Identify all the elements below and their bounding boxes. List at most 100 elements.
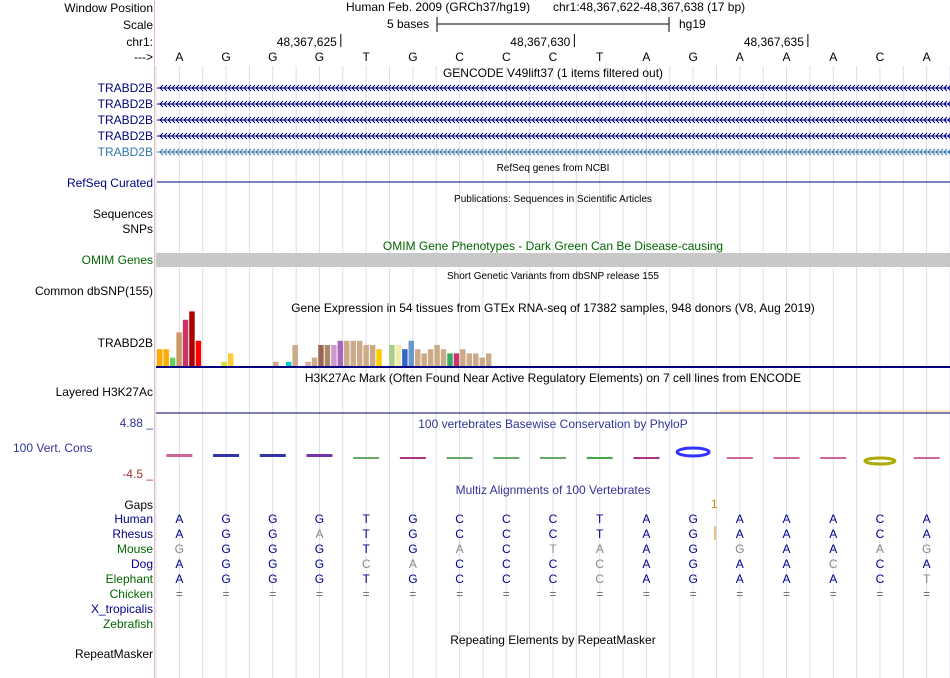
species-label[interactable]: Rhesus — [112, 527, 153, 541]
gtex-bar[interactable] — [389, 345, 395, 366]
gtex-bar[interactable] — [402, 349, 408, 366]
alignment-base: C — [501, 527, 511, 541]
cons-logo-mark — [773, 457, 800, 459]
gtex-bar[interactable] — [427, 349, 434, 366]
alignment-base: G — [221, 557, 231, 571]
gencode-transcript-label[interactable]: TRABD2B — [97, 81, 153, 95]
species-label[interactable]: X_tropicalis — [90, 602, 153, 616]
omim-band[interactable] — [156, 253, 950, 267]
cons-title[interactable]: 100 vertebrates Basewise Conservation by… — [418, 417, 688, 431]
alignment-base: T — [362, 527, 370, 541]
alignment-base: C — [548, 572, 558, 586]
gencode-transcript[interactable] — [157, 84, 950, 92]
alignment-base: G — [268, 512, 278, 526]
base-letter: C — [501, 50, 511, 64]
gtex-bar[interactable] — [227, 353, 234, 366]
gtex-bar[interactable] — [189, 311, 195, 366]
gtex-bar[interactable] — [221, 361, 227, 366]
gtex-bar[interactable] — [195, 340, 202, 366]
gtex-bar[interactable] — [460, 349, 466, 366]
gtex-bar[interactable] — [434, 345, 440, 366]
refseq-label[interactable]: RefSeq Curated — [66, 176, 153, 190]
sequences-label[interactable]: Sequences — [92, 207, 153, 221]
gencode-transcript-label[interactable]: TRABD2B — [97, 145, 153, 159]
alignment-base: C — [548, 557, 558, 571]
repeatmasker-label[interactable]: RepeatMasker — [74, 647, 153, 661]
species-label[interactable]: Elephant — [105, 572, 153, 586]
gtex-bar[interactable] — [286, 361, 292, 366]
gtex-bar[interactable] — [324, 345, 331, 366]
gtex-bar[interactable] — [318, 345, 324, 366]
gtex-bar[interactable] — [369, 345, 376, 366]
cons-logo-mark — [863, 456, 897, 466]
gtex-bar[interactable] — [440, 349, 447, 366]
alignment-base: C — [875, 572, 885, 586]
ruler-tick-label: 48,367,630 — [510, 35, 571, 49]
gtex-bar[interactable] — [305, 361, 311, 366]
gtex-bar[interactable] — [421, 353, 427, 366]
gtex-bar[interactable] — [447, 353, 453, 366]
gtex-bar[interactable] — [182, 319, 189, 366]
gtex-bar[interactable] — [453, 353, 460, 366]
gtex-bar[interactable] — [169, 357, 176, 366]
alignment-base: = — [923, 587, 931, 601]
label-separator[interactable] — [154, 0, 155, 678]
gtex-bar[interactable] — [415, 349, 421, 366]
repeatmasker-title[interactable]: Repeating Elements by RepeatMasker — [450, 633, 656, 647]
gtex-bar[interactable] — [395, 345, 402, 366]
gencode-transcript-label[interactable]: TRABD2B — [97, 97, 153, 111]
species-label[interactable]: Chicken — [109, 587, 153, 601]
gtex-bar[interactable] — [311, 357, 318, 366]
base-letter: A — [175, 50, 184, 64]
alignment-base: C — [501, 542, 511, 556]
cons-label[interactable]: 100 Vert. Cons — [13, 441, 93, 455]
cons-logo-mark — [726, 457, 753, 459]
gtex-bar[interactable] — [176, 332, 182, 366]
dbsnp-title[interactable]: Short Genetic Variants from dbSNP releas… — [447, 271, 659, 282]
gtex-label[interactable]: TRABD2B — [97, 336, 153, 350]
gtex-bar[interactable] — [479, 357, 485, 366]
gtex-bar[interactable] — [344, 340, 350, 366]
gtex-bar[interactable] — [473, 353, 479, 366]
snps-label[interactable]: SNPs — [122, 222, 153, 236]
gencode-transcript[interactable] — [157, 132, 950, 140]
alignment-base: C — [875, 557, 885, 571]
alignment-base: C — [455, 527, 464, 541]
gtex-bar[interactable] — [350, 340, 356, 366]
gencode-transcript-label[interactable]: TRABD2B — [97, 129, 153, 143]
gtex-bar[interactable] — [157, 349, 163, 366]
dbsnp-label[interactable]: Common dbSNP(155) — [34, 284, 153, 298]
publications-title[interactable]: Publications: Sequences in Scientific Ar… — [454, 194, 652, 205]
gtex-bar[interactable] — [356, 340, 363, 366]
species-label[interactable]: Human — [114, 512, 153, 526]
gencode-transcript[interactable] — [157, 116, 950, 124]
gtex-bar[interactable] — [163, 349, 169, 366]
gtex-title[interactable]: Gene Expression in 54 tissues from GTEx … — [291, 301, 815, 315]
gencode-transcript-label[interactable]: TRABD2B — [97, 113, 153, 127]
omim-title[interactable]: OMIM Gene Phenotypes - Dark Green Can Be… — [382, 239, 724, 253]
gtex-bar[interactable] — [376, 349, 382, 366]
species-label[interactable]: Mouse — [116, 542, 153, 556]
gencode-title[interactable]: GENCODE V49lift37 (1 items filtered out) — [442, 66, 664, 80]
gtex-bar[interactable] — [331, 345, 337, 366]
alignment-base: A — [782, 527, 791, 541]
gaps-label: Gaps — [124, 498, 153, 512]
gtex-bar[interactable] — [485, 353, 492, 366]
gtex-bar[interactable] — [273, 361, 279, 366]
alignment-base: T — [922, 572, 931, 586]
gencode-transcript[interactable] — [157, 148, 950, 156]
multiz-title[interactable]: Multiz Alignments of 100 Vertebrates — [455, 483, 651, 497]
species-label[interactable]: Dog — [130, 557, 153, 571]
alignment-base: A — [408, 557, 417, 571]
gtex-bar[interactable] — [292, 345, 298, 366]
gencode-transcript[interactable] — [157, 100, 950, 108]
gtex-bar[interactable] — [337, 340, 344, 366]
species-label[interactable]: Zebrafish — [102, 617, 153, 631]
gtex-bar[interactable] — [363, 345, 369, 366]
h3k27ac-title[interactable]: H3K27Ac Mark (Often Found Near Active Re… — [304, 371, 802, 385]
omim-label[interactable]: OMIM Genes — [81, 253, 153, 267]
h3k27ac-label[interactable]: Layered H3K27Ac — [55, 385, 153, 399]
gtex-bar[interactable] — [466, 353, 473, 366]
refseq-title[interactable]: RefSeq genes from NCBI — [496, 163, 610, 174]
gtex-bar[interactable] — [408, 340, 414, 366]
